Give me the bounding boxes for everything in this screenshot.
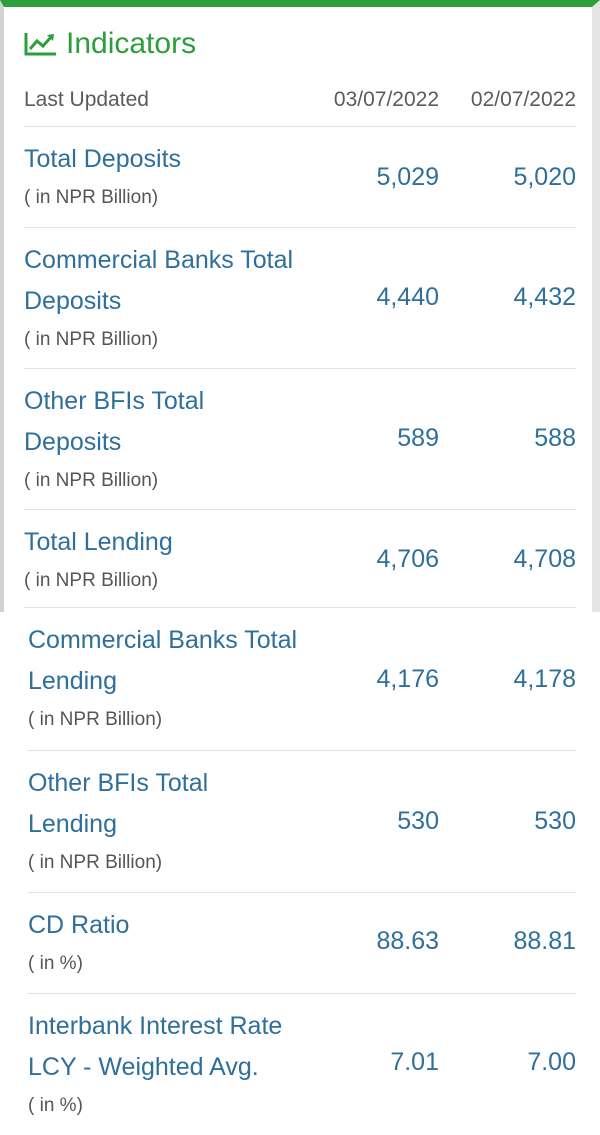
indicator-label: Other BFIs Total Lending ( in NPR Billion) <box>28 763 208 875</box>
indicator-label-line-2: Lending <box>28 810 117 838</box>
indicator-label-line-1: Commercial Banks Total <box>24 246 294 274</box>
indicator-label-line-2: Lending <box>28 667 117 695</box>
indicator-label: Other BFIs Total Deposits ( in NPR Billion… <box>24 381 204 493</box>
indicator-row: CD Ratio ( in %) 88.63 88.81 <box>28 893 576 994</box>
indicator-label: CD Ratio ( in %) <box>28 905 129 976</box>
indicator-unit: ( in NPR Billion) <box>24 570 159 591</box>
indicator-value-current: 4,176 <box>376 665 439 693</box>
indicator-value-current: 7.01 <box>390 1048 439 1076</box>
indicator-label-line-2: Deposits <box>24 287 122 315</box>
table-header: Last Updated 03/07/2022 02/07/2022 <box>24 84 576 127</box>
indicator-label-line-1: Commercial Banks Total <box>28 626 298 654</box>
indicator-label-line-1: Total Deposits <box>24 145 182 173</box>
indicator-row: Interbank Interest Rate LCY - Weighted Av… <box>28 994 576 1135</box>
indicator-row: Total Deposits ( in NPR Billion) 5,029 5,02… <box>24 127 576 228</box>
widget-title-text: Indicators <box>66 27 197 60</box>
indicator-value-previous: 4,178 <box>513 665 576 693</box>
indicator-value-previous: 588 <box>534 424 576 452</box>
indicator-label: Total Deposits ( in NPR Billion) <box>24 139 181 210</box>
indicator-unit: ( in %) <box>28 953 83 974</box>
indicators-widget-bottom <box>0 612 600 1135</box>
indicator-value-previous: 5,020 <box>513 163 576 191</box>
indicator-value-previous: 4,708 <box>513 545 576 573</box>
indicator-unit: ( in NPR Billion) <box>24 329 159 350</box>
indicator-unit: ( in %) <box>28 1095 83 1116</box>
indicator-label-line-1: Interbank Interest Rate <box>28 1012 283 1040</box>
indicator-label-line-1: Total Lending <box>24 528 173 556</box>
trending-up-icon <box>24 33 56 56</box>
indicator-value-current: 5,029 <box>376 163 439 191</box>
indicator-value-current: 4,706 <box>376 545 439 573</box>
indicator-value-previous: 7.00 <box>527 1048 576 1076</box>
indicator-unit: ( in NPR Billion) <box>28 709 163 730</box>
indicator-label-line-1: Other BFIs Total <box>24 387 205 415</box>
indicator-label: Commercial Banks Total Lending ( in NPR Bi… <box>28 620 297 732</box>
indicator-label: Interbank Interest Rate LCY - Weighted Av… <box>28 1006 282 1118</box>
indicator-value-current: 4,440 <box>376 283 439 311</box>
indicator-unit: ( in NPR Billion) <box>24 470 159 491</box>
indicator-value-current: 589 <box>397 424 439 452</box>
indicator-label: Total Lending ( in NPR Billion) <box>24 522 173 593</box>
indicator-value-previous: 88.81 <box>513 927 576 955</box>
indicator-row: Other BFIs Total Lending ( in NPR Billion)… <box>28 751 576 893</box>
indicator-value-current: 88.63 <box>376 927 439 955</box>
indicator-row: Commercial Banks Total Lending ( in NPR Bi… <box>28 608 576 751</box>
widget-title: Indicators <box>24 24 196 64</box>
indicator-label-line-2: LCY - Weighted Avg. <box>28 1053 259 1081</box>
indicator-label-line-2: Deposits <box>24 428 122 456</box>
indicator-label-line-1: Other BFIs Total <box>28 769 209 797</box>
indicator-value-current: 530 <box>397 807 439 835</box>
indicator-label: Commercial Banks Total Deposits ( in NPR B… <box>24 240 293 352</box>
indicator-unit: ( in NPR Billion) <box>24 187 159 208</box>
date-column-1: 03/07/2022 <box>333 88 439 111</box>
indicator-row: Commercial Banks Total Deposits ( in NPR B… <box>24 228 576 369</box>
indicator-value-previous: 530 <box>534 807 576 835</box>
indicators-widget-top <box>0 0 600 612</box>
indicator-value-previous: 4,432 <box>513 283 576 311</box>
indicator-unit: ( in NPR Billion) <box>28 852 163 873</box>
indicator-label-line-1: CD Ratio <box>28 911 130 939</box>
date-column-2: 02/07/2022 <box>470 88 576 111</box>
indicator-row: Other BFIs Total Deposits ( in NPR Billion… <box>24 369 576 510</box>
last-updated-label: Last Updated <box>24 88 149 111</box>
indicator-row: Total Lending ( in NPR Billion) 4,706 4,708 <box>24 510 576 608</box>
